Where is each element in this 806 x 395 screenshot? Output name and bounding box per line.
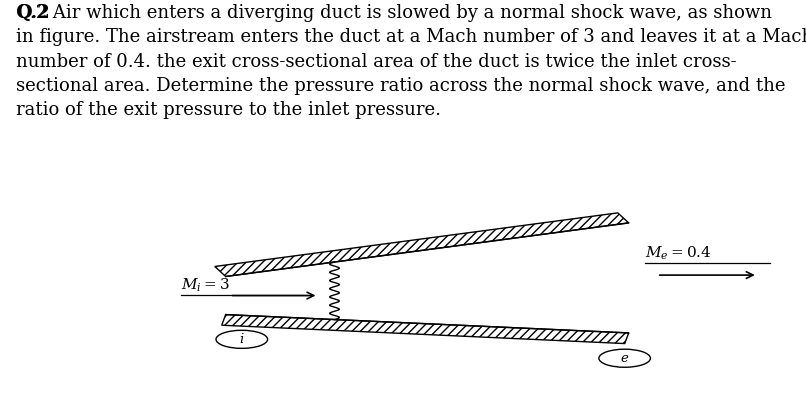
Text: i: i — [239, 333, 244, 346]
Text: e: e — [621, 352, 629, 365]
Text: Q.2: Q.2 — [16, 4, 50, 22]
Polygon shape — [215, 213, 629, 276]
Text: $\mathit{M_e}=0.4$: $\mathit{M_e}=0.4$ — [645, 245, 712, 262]
Text: $\mathit{M_i}=3$: $\mathit{M_i}=3$ — [181, 277, 230, 294]
Polygon shape — [222, 314, 629, 344]
Text: Q.2 Air which enters a diverging duct is slowed by a normal shock wave, as shown: Q.2 Air which enters a diverging duct is… — [16, 4, 806, 119]
